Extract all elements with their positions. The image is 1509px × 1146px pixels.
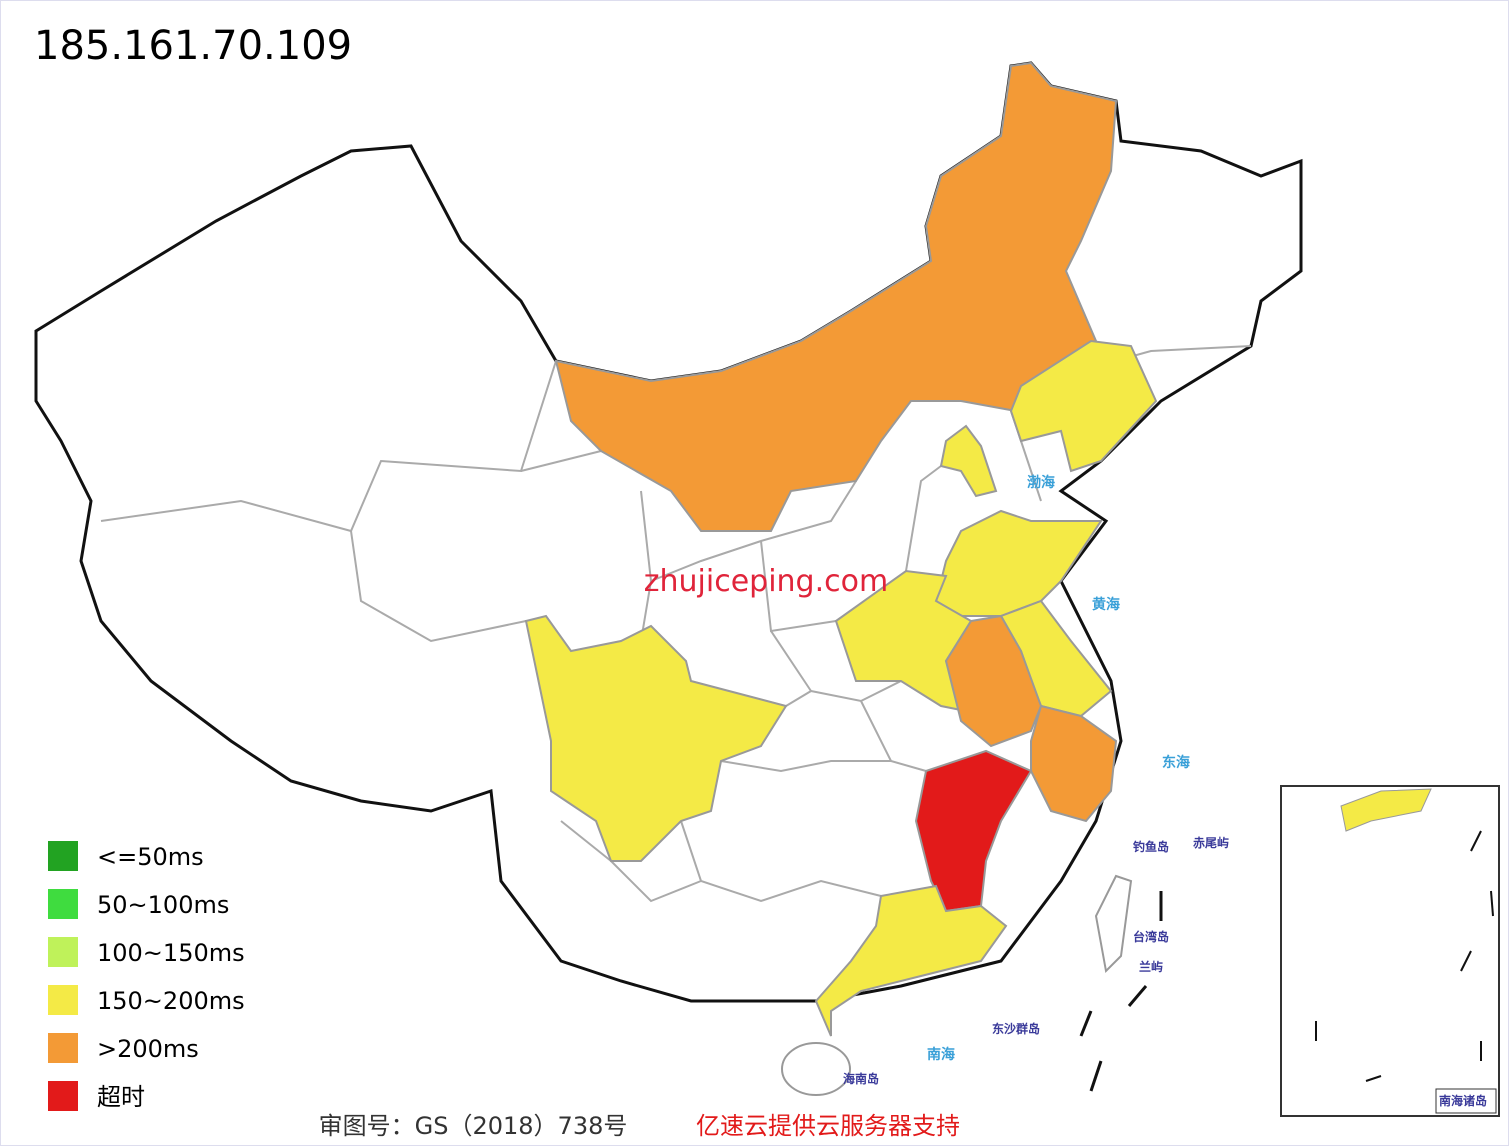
map-label: 南海诸岛 [1439, 1093, 1487, 1108]
legend-label: >200ms [97, 1035, 199, 1063]
map-label: 东沙群岛 [992, 1021, 1040, 1036]
map-label: 渤海 [1027, 474, 1055, 491]
approval-number: 审图号：GS（2018）738号 [319, 1112, 628, 1140]
legend-label: 100~150ms [97, 939, 245, 967]
boundary-dashes [1079, 891, 1163, 1092]
legend-label: 50~100ms [97, 891, 229, 919]
map-label: 赤尾屿 [1193, 835, 1229, 850]
map-label: 海南岛 [843, 1071, 879, 1086]
legend-swatch [48, 889, 78, 919]
inset [1280, 785, 1500, 1117]
map-label: 兰屿 [1139, 959, 1163, 974]
legend-swatch [48, 1081, 78, 1111]
watermark: zhujiceping.com [644, 564, 888, 599]
map-label: 南海 [927, 1046, 955, 1063]
title: 185.161.70.109 [34, 23, 352, 69]
legend: <=50ms 50~100ms 100~150ms 150~200ms >200ms 超时 [48, 841, 245, 1111]
legend-swatch [48, 937, 78, 967]
map-label: 黄海 [1092, 596, 1120, 613]
legend-swatch [48, 1033, 78, 1063]
sponsor: 亿速云提供云服务器支持 [696, 1112, 960, 1140]
legend-swatch [48, 841, 78, 871]
country-outline [34, 61, 1303, 1003]
legend-label: <=50ms [97, 843, 204, 871]
map-label: 东海 [1162, 754, 1190, 771]
legend-label: 超时 [97, 1083, 145, 1111]
legend-label: 150~200ms [97, 987, 245, 1015]
map-label: 钓鱼岛 [1133, 839, 1169, 854]
legend-swatch [48, 985, 78, 1015]
province-fills [524, 61, 1158, 1096]
map-label: 台湾岛 [1133, 929, 1169, 944]
